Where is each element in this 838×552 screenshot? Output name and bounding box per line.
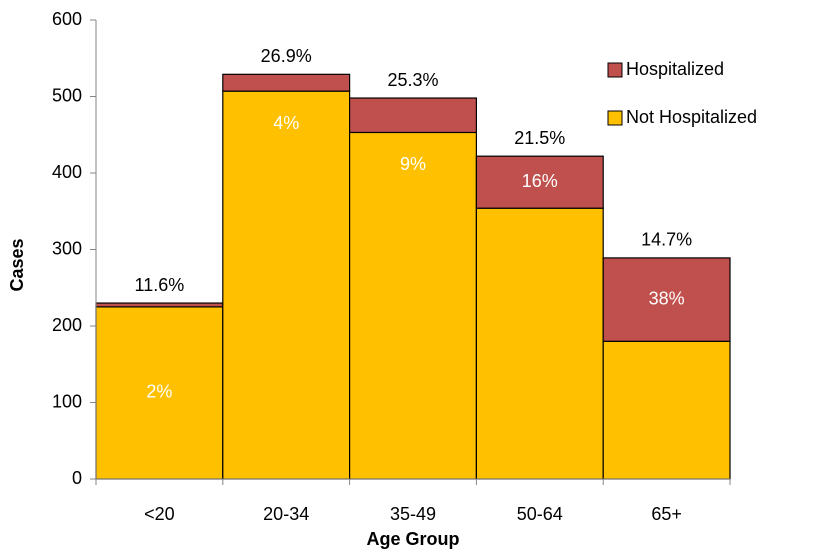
bar-segment xyxy=(475,207,604,480)
hospitalized-pct-label: 9% xyxy=(400,154,426,174)
share-label: 21.5% xyxy=(514,128,565,148)
y-tick-label: 600 xyxy=(52,9,82,29)
x-axis-label: Age Group xyxy=(367,529,460,549)
x-tick-label: 50-64 xyxy=(517,504,563,524)
hospitalized-pct-label: 2% xyxy=(146,382,172,402)
y-tick-label: 400 xyxy=(52,162,82,182)
bar-segment xyxy=(602,257,731,342)
legend-label: Hospitalized xyxy=(626,59,724,79)
bar-segment xyxy=(222,90,351,480)
y-tick-label: 200 xyxy=(52,315,82,335)
bar-segment xyxy=(349,131,478,480)
bar-segment xyxy=(222,73,351,92)
y-tick-label: 500 xyxy=(52,85,82,105)
share-label: 14.7% xyxy=(641,230,692,250)
y-tick-label: 300 xyxy=(52,238,82,258)
hospitalized-pct-label: 16% xyxy=(522,171,558,191)
share-label: 25.3% xyxy=(387,70,438,90)
share-label: 26.9% xyxy=(261,46,312,66)
x-tick-label: 35-49 xyxy=(390,504,436,524)
legend-swatch xyxy=(607,110,623,126)
hospitalized-pct-label: 4% xyxy=(273,113,299,133)
hospitalized-pct-label: 38% xyxy=(649,288,685,308)
bar-segment xyxy=(95,302,224,308)
x-tick-label: 65+ xyxy=(651,504,682,524)
bar-segment xyxy=(349,97,478,134)
x-tick-label: 20-34 xyxy=(263,504,309,524)
y-tick-label: 0 xyxy=(72,468,82,488)
y-axis-label: Cases xyxy=(7,238,27,291)
legend-swatch xyxy=(607,62,623,78)
share-label: 11.6% xyxy=(135,275,185,295)
bar-segment xyxy=(475,155,604,209)
y-tick-label: 100 xyxy=(52,391,82,411)
x-tick-label: <20 xyxy=(144,504,175,524)
legend-label: Not Hospitalized xyxy=(626,107,757,127)
bar-segment xyxy=(602,340,731,480)
